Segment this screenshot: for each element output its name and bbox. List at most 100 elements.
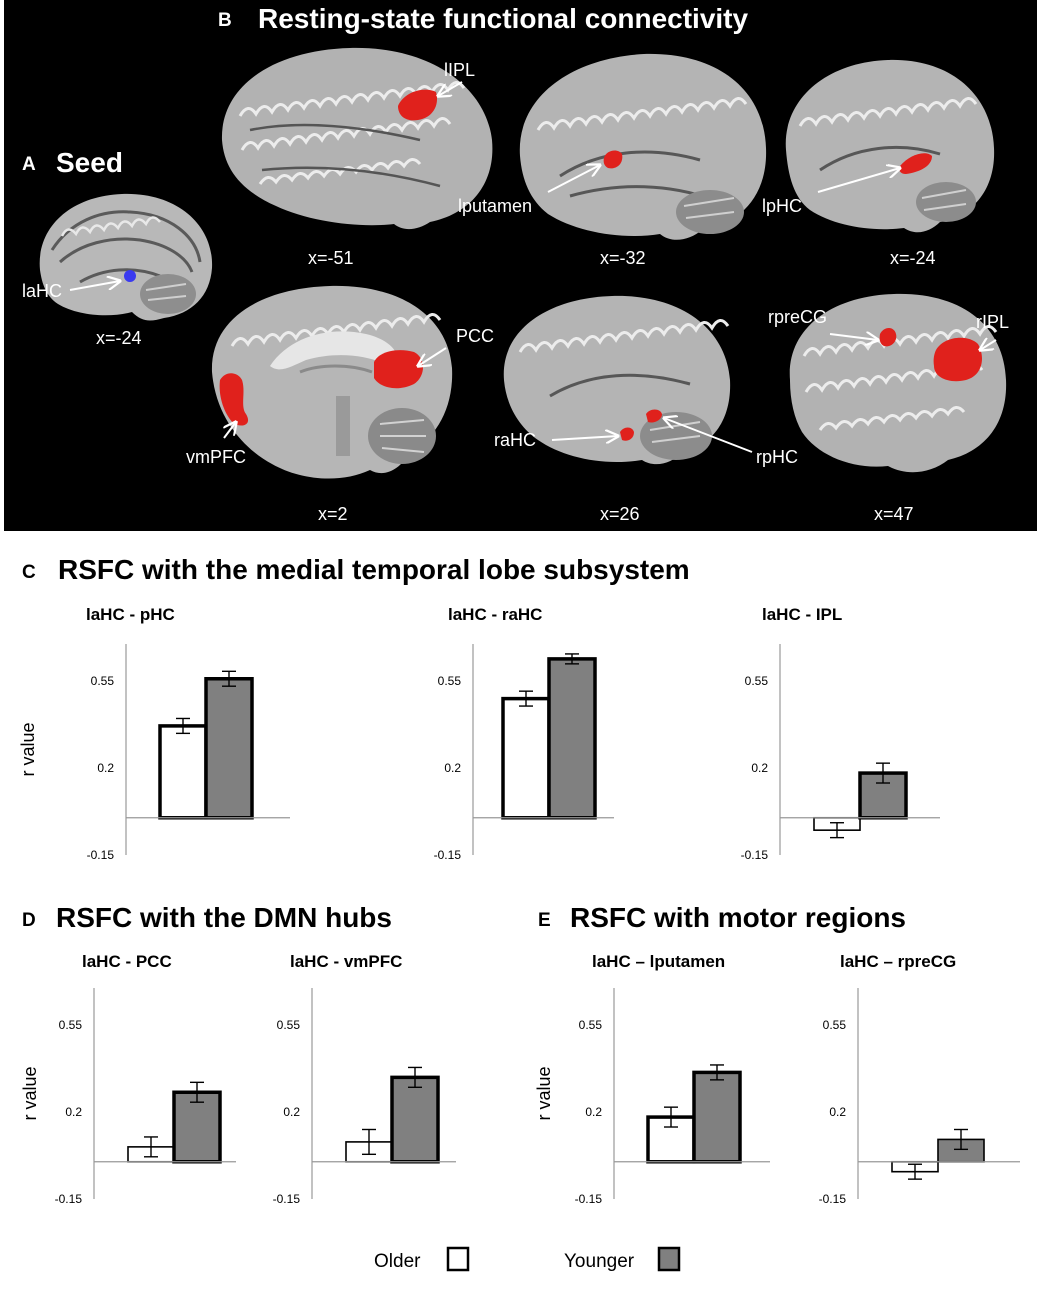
chart-3: laHC - IPL 0.55 0.2 -0.15 <box>741 605 940 862</box>
bar-younger <box>204 677 254 820</box>
legend: Older Younger <box>374 1246 681 1272</box>
vmpfc-cluster <box>219 373 249 426</box>
y-axis-label: r value <box>534 1066 554 1120</box>
error-bar-older <box>176 717 190 735</box>
panel-c-letter: C <box>22 562 36 583</box>
panel-b-title: Resting-state functional connectivity <box>258 3 748 34</box>
panel-e-letter: E <box>538 910 551 931</box>
panel-e-title: RSFC with motor regions <box>570 902 906 933</box>
y-axis-label: r value <box>20 1066 40 1120</box>
error-bar-younger <box>222 670 236 687</box>
error-bar-older <box>830 822 844 839</box>
bar-younger <box>390 1075 440 1164</box>
y-tick-label: 0.2 <box>444 761 461 775</box>
coord-x-24: x=-24 <box>890 248 936 268</box>
lipl-cluster <box>398 89 438 121</box>
rphc-label: rpHC <box>756 447 798 467</box>
coord-x47: x=47 <box>874 504 914 524</box>
y-tick-label: 0.55 <box>823 1018 847 1032</box>
error-bar-younger <box>710 1064 724 1081</box>
y-tick-label: 0.2 <box>283 1105 300 1119</box>
error-bar-younger <box>876 762 890 784</box>
y-tick-label: 0.2 <box>829 1105 846 1119</box>
y-tick-label: -0.15 <box>55 1192 83 1206</box>
brain-slice-x26: raHC rpHC x=26 <box>494 295 798 524</box>
brain-slice-x-51: lIPL x=-51 <box>221 47 493 268</box>
y-tick-label: 0.55 <box>91 674 115 688</box>
chart-5: laHC - vmPFC 0.55 0.2 -0.15 <box>273 952 456 1206</box>
chart-title: laHC - IPL <box>762 605 842 624</box>
legend-younger-swatch <box>657 1246 681 1272</box>
brain-slice-x2: PCC vmPFC x=2 <box>186 285 494 524</box>
y-tick-label: 0.55 <box>59 1018 83 1032</box>
seed-region-marker <box>124 270 136 282</box>
y-tick-label: -0.15 <box>273 1192 301 1206</box>
panel-d-letter: D <box>22 910 36 931</box>
rphc-cluster <box>646 409 662 423</box>
rahc-cluster <box>620 427 634 441</box>
coord-x-32: x=-32 <box>600 248 646 268</box>
error-bar-older <box>519 690 533 707</box>
rahc-label: raHC <box>494 430 536 450</box>
bar-younger <box>692 1070 742 1164</box>
pcc-label: PCC <box>456 326 494 346</box>
ripl-label: rIPL <box>976 312 1009 332</box>
lputamen-cluster <box>603 150 623 169</box>
panel-d-title: RSFC with the DMN hubs <box>56 902 392 933</box>
y-tick-label: 0.2 <box>751 761 768 775</box>
rprecg-label: rpreCG <box>768 307 827 327</box>
brain-slice-seed: laHC x=-24 <box>22 193 213 348</box>
lphc-cluster <box>899 153 932 174</box>
panel-a-letter: A <box>22 154 36 175</box>
coord-x-51: x=-51 <box>308 248 354 268</box>
y-axis-label: r value <box>18 722 38 776</box>
y-tick-label: 0.2 <box>585 1105 602 1119</box>
chart-title: laHC - raHC <box>448 605 542 624</box>
rprecg-cluster <box>879 328 897 347</box>
coord-x2: x=2 <box>318 504 348 524</box>
y-tick-label: -0.15 <box>434 848 462 862</box>
y-tick-label: 0.2 <box>65 1105 82 1119</box>
chart-title: laHC - PCC <box>82 952 172 971</box>
error-bar-older <box>362 1128 376 1156</box>
y-tick-label: -0.15 <box>819 1192 847 1206</box>
chart-1: laHC - pHC 0.55 0.2 -0.15 r value <box>18 605 290 862</box>
chart-title: laHC - pHC <box>86 605 175 624</box>
error-bar-older <box>144 1136 158 1158</box>
error-bar-older <box>664 1106 678 1128</box>
error-bar-younger <box>565 653 579 665</box>
panel-b-letter: B <box>218 10 232 31</box>
legend-younger-label: Younger <box>564 1251 635 1272</box>
chart-2: laHC - raHC 0.55 0.2 -0.15 <box>434 605 614 862</box>
error-bar-younger <box>190 1081 204 1103</box>
bar-older <box>158 724 208 820</box>
chart-title: laHC – lputamen <box>592 952 725 971</box>
error-bar-younger <box>954 1128 968 1151</box>
seed-label: laHC <box>22 281 62 301</box>
bar-younger <box>547 657 597 820</box>
pcc-cluster <box>374 350 423 389</box>
chart-title: laHC – rpreCG <box>840 952 956 971</box>
panel-c-title: RSFC with the medial temporal lobe subsy… <box>58 554 690 585</box>
bar-charts: laHC - pHC 0.55 0.2 -0.15 r value laHC - raHC… <box>18 605 1020 1206</box>
y-tick-label: 0.55 <box>277 1018 301 1032</box>
y-tick-label: 0.55 <box>745 674 769 688</box>
chart-title: laHC - vmPFC <box>290 952 402 971</box>
chart-7: laHC – rpreCG 0.55 0.2 -0.15 <box>819 952 1020 1206</box>
lphc-label: lpHC <box>762 196 802 216</box>
panel-a-title: Seed <box>56 147 123 178</box>
y-tick-label: -0.15 <box>741 848 769 862</box>
y-tick-label: 0.55 <box>579 1018 603 1032</box>
brain-slice-x47: rpreCG rIPL x=47 <box>768 293 1009 524</box>
bar-older <box>501 696 551 820</box>
vmpfc-label: vmPFC <box>186 447 246 467</box>
coord-x26: x=26 <box>600 504 640 524</box>
y-tick-label: -0.15 <box>87 848 115 862</box>
chart-6: laHC – lputamen 0.55 0.2 -0.15 r value <box>534 952 770 1206</box>
legend-older-swatch <box>446 1246 470 1272</box>
lipl-label: lIPL <box>444 60 475 80</box>
y-tick-label: 0.55 <box>438 674 462 688</box>
brain-slice-x-32: lputamen x=-32 <box>458 53 767 268</box>
chart-4: laHC - PCC 0.55 0.2 -0.15 r value <box>20 952 236 1206</box>
